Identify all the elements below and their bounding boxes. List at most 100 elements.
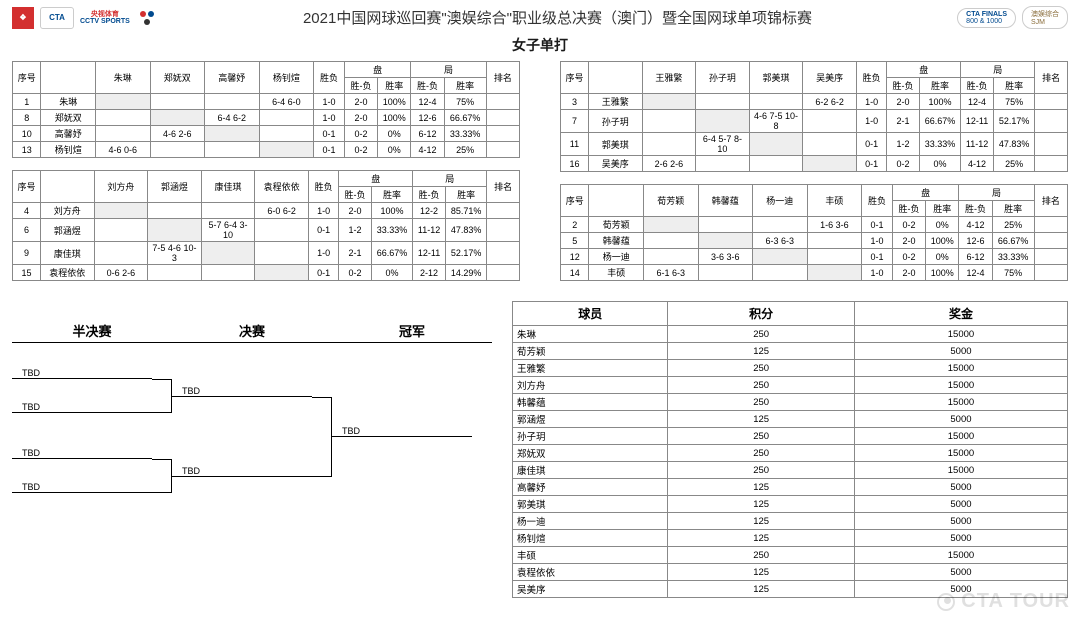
cell-sf: 1-0 <box>862 233 893 249</box>
cell-score <box>148 219 202 242</box>
cell-p: 1-2 <box>887 133 920 156</box>
cell-seq: 10 <box>13 126 41 142</box>
cell-sf: 1-0 <box>308 203 338 219</box>
col-rank: 排名 <box>1034 185 1067 217</box>
cell-seq: 13 <box>13 142 41 158</box>
col-ju: 局 <box>961 62 1035 78</box>
cell-jr: 52.17% <box>445 242 486 265</box>
cell-pr: 33.33% <box>919 133 960 156</box>
cell-pr: 0% <box>926 217 959 233</box>
standings-points: 125 <box>668 530 855 547</box>
table-row: 8 郑妩双6-4 6-21-0 2-0 100% 12-6 66.67% <box>13 110 520 126</box>
standings-row: 王雅繁 250 15000 <box>513 360 1068 377</box>
cell-rank <box>486 110 519 126</box>
col-player: 康佳琪 <box>201 171 255 203</box>
cell-score <box>698 233 753 249</box>
cell-jr: 75% <box>993 94 1034 110</box>
cell-sf: 1-0 <box>862 265 893 281</box>
cell-score <box>201 242 255 265</box>
cell-j: 12-4 <box>959 265 992 281</box>
standings-row: 袁程依依 125 5000 <box>513 564 1068 581</box>
group-name: D组 <box>589 185 644 217</box>
cell-score <box>259 126 314 142</box>
table-row: 12 杨一迪3-6 3-60-1 0-2 0% 6-12 33.33% <box>561 249 1068 265</box>
standings-points: 250 <box>668 547 855 564</box>
standings-points: 250 <box>668 377 855 394</box>
table-row: 13 杨钊煊4-6 0-60-1 0-2 0% 4-12 25% <box>13 142 520 158</box>
cell-pr: 0% <box>378 142 411 158</box>
cell-name: 康佳琪 <box>40 242 94 265</box>
group-table-C组: 序号 C组刘方舟郭涵煜康佳琪袁程依依胜负 盘 局 排名 胜-负 胜率 胜-负 胜… <box>12 170 520 281</box>
cell-score <box>95 110 150 126</box>
standings-points: 250 <box>668 394 855 411</box>
bracket-h-f: 决赛 <box>172 321 332 342</box>
cell-score: 4-6 7-5 10-8 <box>749 110 803 133</box>
cell-pr: 0% <box>378 126 411 142</box>
cell-pr: 0% <box>919 156 960 172</box>
bracket-h-sf: 半决赛 <box>12 321 172 342</box>
cell-sf: 0-1 <box>308 219 338 242</box>
finals-bot: 800 & 1000 <box>966 18 1002 25</box>
cell-pr: 66.67% <box>371 242 412 265</box>
cell-rank <box>1035 133 1068 156</box>
cctv-bot: CCTV SPORTS <box>80 18 130 25</box>
cell-score <box>803 133 857 156</box>
col-psl: 胜率 <box>919 78 960 94</box>
cell-score <box>150 110 205 126</box>
cell-rank <box>486 94 519 110</box>
cell-name: 郭涵煜 <box>40 219 94 242</box>
cell-pr: 0% <box>926 249 959 265</box>
table-row: 4 刘方舟6-0 6-21-0 2-0 100% 12-2 85.71% <box>13 203 520 219</box>
cell-sf: 1-0 <box>314 110 345 126</box>
cell-name: 高馨妤 <box>41 126 96 142</box>
standings-player: 吴美序 <box>513 581 668 598</box>
cell-j: 12-4 <box>961 94 994 110</box>
cell-seq: 15 <box>13 265 41 281</box>
cell-score <box>148 265 202 281</box>
cell-score <box>807 265 862 281</box>
cell-jr: 66.67% <box>444 110 486 126</box>
cell-score <box>749 156 803 172</box>
sjm-top: 澳娱综合 <box>1031 11 1059 18</box>
cell-score <box>94 242 148 265</box>
standings-player: 郑妩双 <box>513 445 668 462</box>
cell-score <box>642 133 696 156</box>
standings-row: 荀芳颖 125 5000 <box>513 343 1068 360</box>
col-seq: 序号 <box>561 62 589 94</box>
cell-score <box>696 110 750 133</box>
cell-score <box>696 94 750 110</box>
cell-rank <box>486 126 519 142</box>
cell-rank <box>487 219 520 242</box>
cell-score <box>753 217 808 233</box>
cell-name: 荀芳颖 <box>589 217 644 233</box>
table-row: 9 康佳琪7-5 4-6 10-31-0 2-1 66.67% 12-11 52… <box>13 242 520 265</box>
cell-seq: 3 <box>561 94 589 110</box>
cell-jr: 66.67% <box>992 233 1034 249</box>
cell-seq: 8 <box>13 110 41 126</box>
cell-jr: 25% <box>993 156 1034 172</box>
cell-seq: 9 <box>13 242 41 265</box>
col-pan: 盘 <box>887 62 961 78</box>
cell-name: 丰硕 <box>589 265 644 281</box>
standings-points: 125 <box>668 581 855 598</box>
bracket: 半决赛 决赛 冠军 TBD TBD TBD TBD TBD TBD TBD <box>12 321 492 598</box>
cell-score <box>148 203 202 219</box>
col-jsf: 胜-负 <box>413 187 446 203</box>
cell-p: 2-0 <box>892 233 925 249</box>
group-name: C组 <box>40 171 94 203</box>
standings-points: 125 <box>668 479 855 496</box>
cell-seq: 7 <box>561 110 589 133</box>
cell-j: 12-11 <box>413 242 446 265</box>
standings-prize: 15000 <box>854 326 1067 343</box>
cell-jr: 85.71% <box>445 203 486 219</box>
standings-player: 王雅繁 <box>513 360 668 377</box>
cell-p: 2-0 <box>887 94 920 110</box>
cell-score <box>95 94 150 110</box>
cell-score <box>205 94 260 110</box>
col-pan: 盘 <box>339 171 413 187</box>
cell-score <box>201 203 255 219</box>
standings-player: 孙子玥 <box>513 428 668 445</box>
standings-row: 朱琳 250 15000 <box>513 326 1068 343</box>
col-jsf: 胜-负 <box>959 201 992 217</box>
standings-row: 杨一迪 125 5000 <box>513 513 1068 530</box>
